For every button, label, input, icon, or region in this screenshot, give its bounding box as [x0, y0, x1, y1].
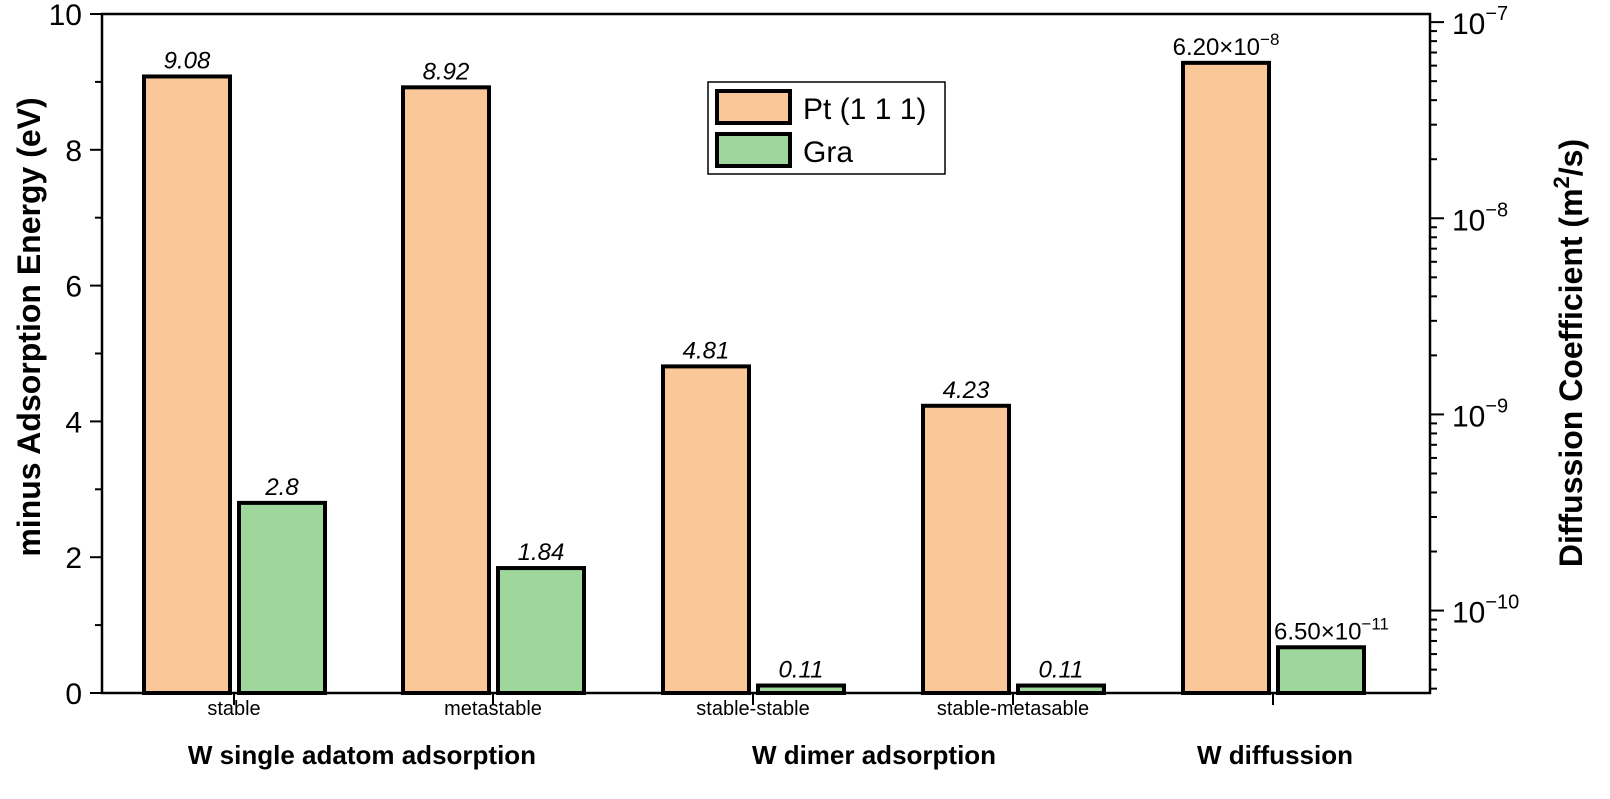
- y-tick-label: 6: [65, 271, 82, 304]
- y2-axis-title: Diffussion Coefficient (m2/s): [1549, 139, 1589, 567]
- y2-tick-label: 10−7: [1452, 3, 1508, 41]
- legend-swatch-gra: [715, 132, 792, 168]
- labels: 9.08 8.92 4.81 4.23 2.8 1.84 0.11 0.11 6.20×10−8…: [164, 30, 1389, 684]
- y-tick-label: 4: [65, 406, 82, 439]
- y-tick-label: 8: [65, 135, 82, 168]
- x-tick-label: metastable: [444, 698, 542, 720]
- x-tick-label: stable-metasable: [937, 698, 1089, 720]
- bar-pt: [661, 364, 751, 695]
- legend-label: Pt (1 1 1): [803, 93, 926, 126]
- bar-gra: [1276, 645, 1366, 696]
- legend-swatch-pt: [715, 89, 792, 125]
- data-label: 9.08: [164, 47, 211, 74]
- data-label: 6.20×10−8: [1173, 30, 1280, 61]
- bar-pt: [142, 74, 232, 695]
- data-label: 8.92: [423, 58, 470, 85]
- y-tick-label: 0: [65, 678, 82, 711]
- data-label: 1.84: [518, 539, 565, 566]
- data-label: 0.11: [779, 657, 824, 684]
- bar-pt: [921, 403, 1011, 695]
- bar-gra: [237, 500, 327, 695]
- x-tick-label: stable-stable: [696, 698, 809, 720]
- legend-label: Gra: [803, 136, 853, 169]
- y2-tick-label: 10−10: [1452, 592, 1519, 630]
- bar-pt: [1181, 60, 1271, 696]
- group-label: W diffussion: [1197, 740, 1353, 770]
- axes: 0 2 4 6 8 10 10−7 10−8 10−9 10−10 stable metastable…: [11, 0, 1589, 770]
- y-tick-label: 10: [49, 0, 82, 32]
- y2-tick-label: 10−9: [1452, 395, 1508, 433]
- bar-pt: [401, 85, 491, 696]
- data-label: 2.8: [264, 474, 299, 501]
- group-label: W single adatom adsorption: [188, 740, 536, 770]
- y2-tick-label: 10−8: [1452, 199, 1508, 237]
- legend: Pt (1 1 1) Gra: [707, 81, 946, 175]
- data-label: 4.23: [943, 377, 990, 404]
- group-label: W dimer adsorption: [752, 740, 996, 770]
- data-label: 4.81: [683, 337, 730, 364]
- y-tick-label: 2: [65, 542, 82, 575]
- y-axis-title: minus Adsorption Energy (eV): [11, 97, 47, 556]
- data-label: 0.11: [1039, 657, 1084, 684]
- data-label: 6.50×10−11: [1274, 614, 1389, 645]
- x-tick-label: stable: [207, 698, 260, 720]
- bar-gra: [496, 566, 586, 696]
- bars: [142, 60, 1366, 696]
